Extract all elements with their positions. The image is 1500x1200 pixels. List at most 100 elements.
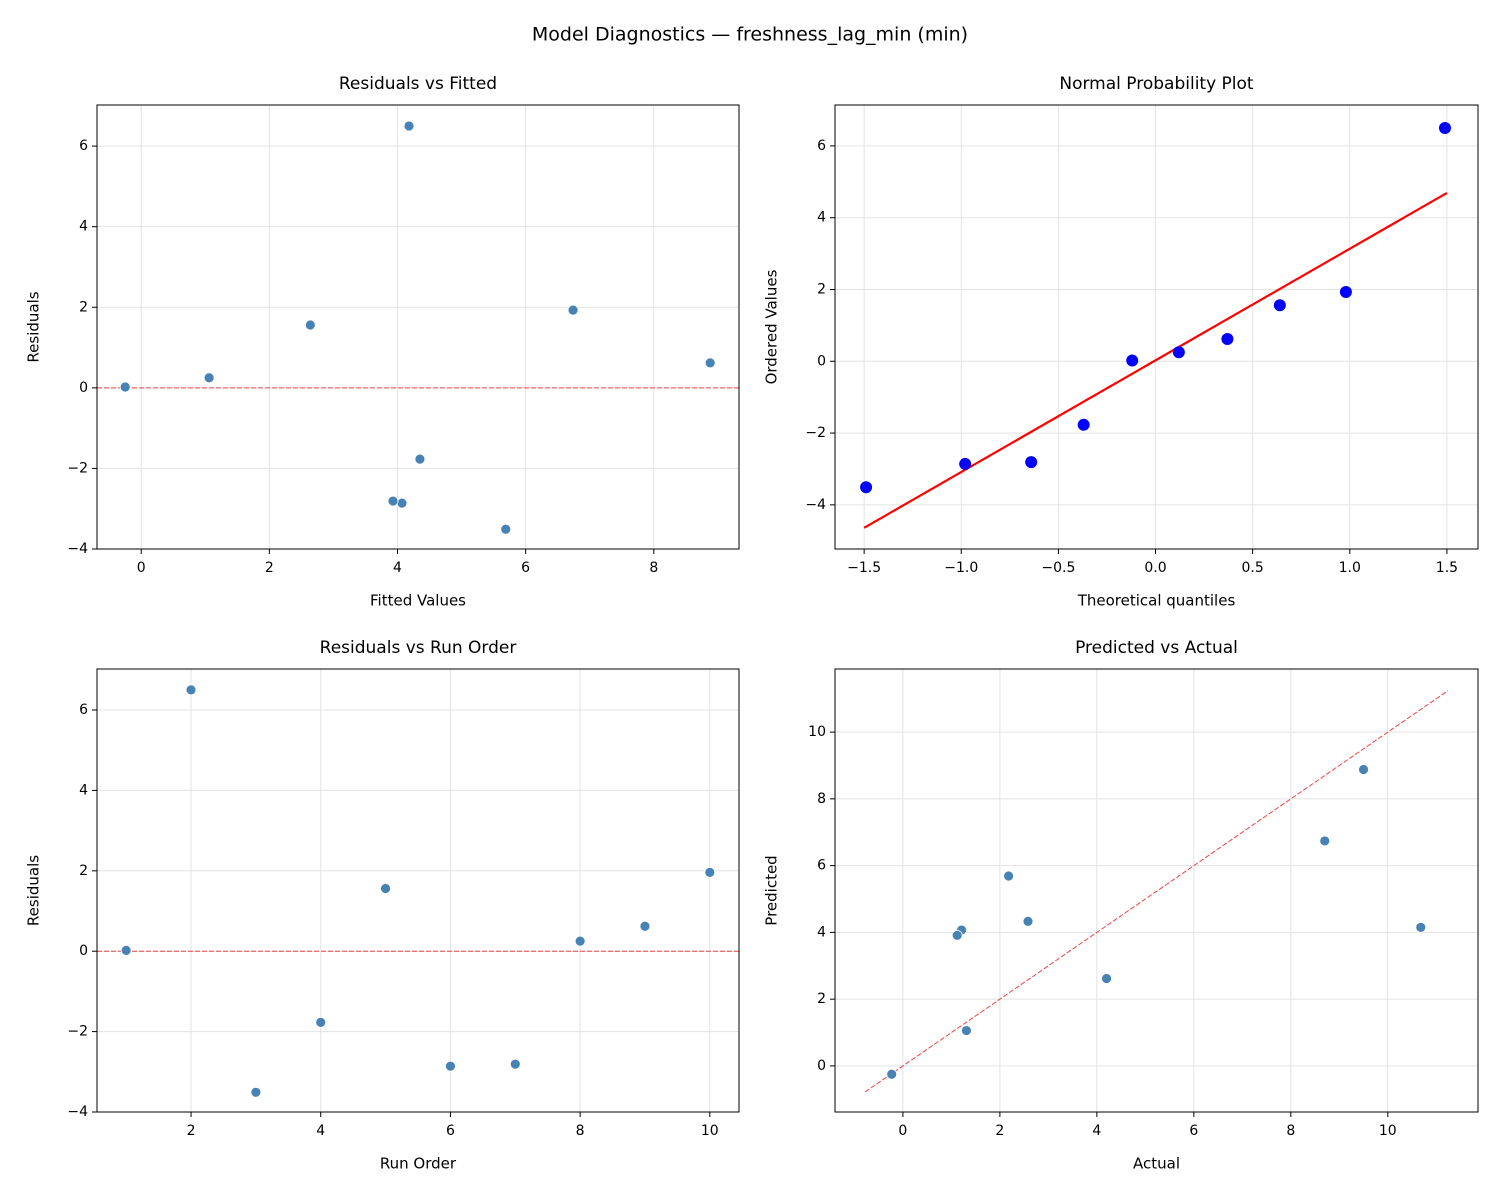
- data-point: [119, 381, 131, 393]
- fit-line: [863, 191, 1448, 529]
- plot-area: [97, 105, 739, 549]
- x-tick-label: 10: [701, 1123, 719, 1139]
- plot-area: [835, 105, 1478, 549]
- y-axis-label: Residuals: [25, 291, 43, 362]
- x-tick-label: 2: [265, 560, 274, 576]
- data-point: [704, 867, 716, 878]
- x-tick-label: 4: [316, 1123, 325, 1139]
- y-tick-label: 8: [817, 791, 826, 807]
- y-tick-label: 0: [79, 943, 88, 959]
- y-tick-label: −4: [805, 497, 826, 513]
- y-tick-label: 0: [79, 380, 88, 396]
- data-point: [1319, 835, 1331, 847]
- x-tick-label: 6: [446, 1123, 455, 1139]
- x-tick-label: 4: [1092, 1123, 1101, 1139]
- data-point: [1101, 973, 1112, 984]
- x-tick-label: 0: [137, 560, 146, 576]
- y-axis-label: Predicted: [763, 855, 781, 925]
- x-axis-label: Run Order: [380, 1155, 457, 1173]
- y-tick-label: −4: [67, 541, 88, 557]
- x-tick-label: −1.5: [847, 560, 881, 576]
- data-point: [315, 1016, 327, 1028]
- x-tick-label: 1.5: [1436, 560, 1458, 576]
- axes-frame: [96, 668, 740, 1113]
- data-point: [304, 319, 316, 331]
- x-tick-label: 1.0: [1339, 560, 1361, 576]
- subplot-title: Predicted vs Actual: [1075, 638, 1238, 658]
- data-point: [203, 372, 215, 384]
- x-tick-label: 0.0: [1144, 560, 1166, 576]
- data-point: [185, 684, 197, 696]
- figure-title: Model Diagnostics — freshness_lag_min (m…: [532, 24, 968, 46]
- x-tick-label: 10: [1379, 1123, 1397, 1139]
- x-tick-label: 8: [649, 560, 658, 576]
- data-point: [704, 357, 716, 369]
- y-tick-label: 4: [79, 219, 88, 235]
- data-point: [1025, 456, 1038, 469]
- data-point: [574, 935, 586, 947]
- y-axis-label: Residuals: [25, 855, 43, 926]
- y-tick-label: 2: [79, 863, 88, 879]
- data-point: [509, 1058, 521, 1070]
- x-tick-label: 8: [576, 1123, 585, 1139]
- data-point: [403, 120, 415, 132]
- y-tick-label: 0: [817, 1058, 826, 1074]
- x-axis-label: Actual: [1133, 1155, 1180, 1173]
- x-tick-label: −0.5: [1041, 560, 1075, 576]
- data-point: [120, 944, 132, 956]
- x-tick-label: 4: [393, 560, 402, 576]
- y-tick-label: 2: [817, 991, 826, 1007]
- y-tick-label: 4: [817, 210, 826, 226]
- plot-area: [835, 669, 1478, 1112]
- y-tick-label: −4: [67, 1104, 88, 1120]
- data-point: [1339, 286, 1352, 299]
- data-point: [886, 1068, 898, 1080]
- x-tick-label: 2: [187, 1123, 196, 1139]
- axes-frame: [96, 104, 740, 550]
- data-point: [1126, 354, 1139, 367]
- y-tick-label: 2: [79, 299, 88, 315]
- data-point: [951, 930, 963, 941]
- panel: 0 2 4 6 8 10 0 2 4 6 8 10 Predicted vs Actual Actual P…: [763, 638, 1479, 1173]
- subplot-title: Residuals vs Run Order: [320, 638, 517, 658]
- data-point: [1022, 915, 1034, 927]
- data-point: [500, 523, 512, 535]
- data-point: [639, 920, 651, 932]
- panel: 0 2 4 6 8 −4 −2 0 2 4 6 Residuals vs Fitted Fitted V…: [25, 74, 740, 610]
- y-tick-label: −2: [67, 460, 88, 476]
- y-tick-label: 6: [79, 702, 88, 718]
- x-tick-label: −1.0: [944, 560, 978, 576]
- data-point: [860, 481, 873, 494]
- data-point: [1358, 764, 1369, 775]
- x-tick-label: 8: [1286, 1123, 1295, 1139]
- plot-area: [97, 669, 739, 1112]
- data-point: [1415, 921, 1427, 933]
- subplot-title: Normal Probability Plot: [1059, 74, 1254, 94]
- data-point: [959, 457, 972, 470]
- fit-line: [864, 690, 1449, 1093]
- x-tick-label: 6: [1189, 1123, 1198, 1139]
- y-tick-label: −2: [67, 1024, 88, 1040]
- y-axis-label: Ordered Values: [763, 269, 781, 384]
- y-tick-label: 4: [817, 924, 826, 940]
- data-point: [1077, 418, 1090, 431]
- y-tick-label: 6: [79, 138, 88, 154]
- y-tick-label: 2: [817, 281, 826, 297]
- data-point: [567, 304, 579, 316]
- x-tick-label: 2: [995, 1123, 1004, 1139]
- data-point: [1172, 346, 1185, 359]
- data-point: [445, 1060, 456, 1072]
- y-tick-label: 6: [817, 858, 826, 874]
- x-axis-label: Fitted Values: [370, 592, 466, 610]
- x-axis-label: Theoretical quantiles: [1077, 592, 1236, 610]
- y-tick-label: 4: [79, 782, 88, 798]
- y-tick-label: 0: [817, 353, 826, 369]
- data-point: [1438, 121, 1451, 134]
- x-tick-label: 0.5: [1242, 560, 1264, 576]
- x-tick-label: 0: [898, 1123, 907, 1139]
- data-point: [1273, 299, 1286, 312]
- data-point: [387, 495, 399, 507]
- data-point: [961, 1025, 972, 1036]
